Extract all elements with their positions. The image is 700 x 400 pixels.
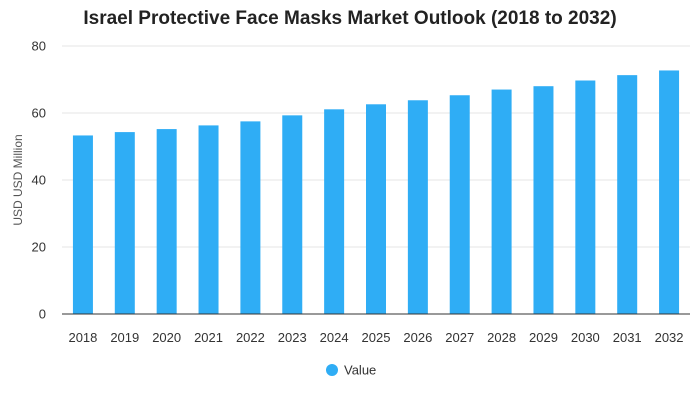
x-tick-label: 2029 — [529, 330, 558, 345]
bar-2029[interactable] — [533, 86, 554, 314]
bar-2031[interactable] — [617, 75, 638, 315]
bar-2023[interactable] — [282, 115, 303, 314]
legend[interactable]: Value — [326, 363, 376, 378]
bar-2024[interactable] — [324, 109, 345, 314]
bar-2022[interactable] — [240, 121, 261, 314]
bar-2025[interactable] — [366, 104, 386, 314]
x-tick-label: 2031 — [613, 330, 642, 345]
x-tick-label: 2027 — [445, 330, 474, 345]
x-tick-label: 2030 — [571, 330, 600, 345]
axes: 0 20 40 60 80 2018 2019 2020 2021 2022 2023 2024 202… — [32, 39, 690, 345]
bar-2021[interactable] — [198, 125, 219, 315]
x-tick-label: 2032 — [655, 330, 684, 345]
bar-2028[interactable] — [491, 89, 512, 314]
x-tick-label: 2026 — [403, 330, 432, 345]
bar-2020[interactable] — [156, 129, 177, 314]
x-tick-label: 2021 — [194, 330, 223, 345]
bar-2030[interactable] — [575, 80, 596, 314]
bars — [72, 70, 680, 315]
x-tick-label: 2023 — [278, 330, 307, 345]
y-tick-label: 0 — [39, 307, 46, 322]
bar-2027[interactable] — [449, 95, 470, 315]
y-tick-label: 40 — [32, 173, 46, 188]
x-tick-label: 2028 — [487, 330, 516, 345]
x-tick-label: 2019 — [110, 330, 139, 345]
y-tick-label: 60 — [32, 106, 46, 121]
legend-swatch — [326, 364, 338, 376]
x-tick-label: 2020 — [152, 330, 181, 345]
y-tick-label: 20 — [32, 240, 46, 255]
legend-label: Value — [344, 363, 376, 378]
bar-2032[interactable] — [659, 70, 680, 314]
x-tick-label: 2022 — [236, 330, 265, 345]
bar-2026[interactable] — [407, 100, 428, 315]
x-tick-label: 2018 — [68, 330, 97, 345]
y-axis-title: USD USD Million — [11, 134, 25, 225]
bar-2019[interactable] — [114, 132, 135, 314]
chart-title: Israel Protective Face Masks Market Outl… — [83, 8, 617, 29]
y-tick-label: 80 — [32, 39, 46, 54]
x-tick-label: 2025 — [362, 330, 391, 345]
bar-2018[interactable] — [72, 135, 93, 314]
x-tick-label: 2024 — [320, 330, 349, 345]
